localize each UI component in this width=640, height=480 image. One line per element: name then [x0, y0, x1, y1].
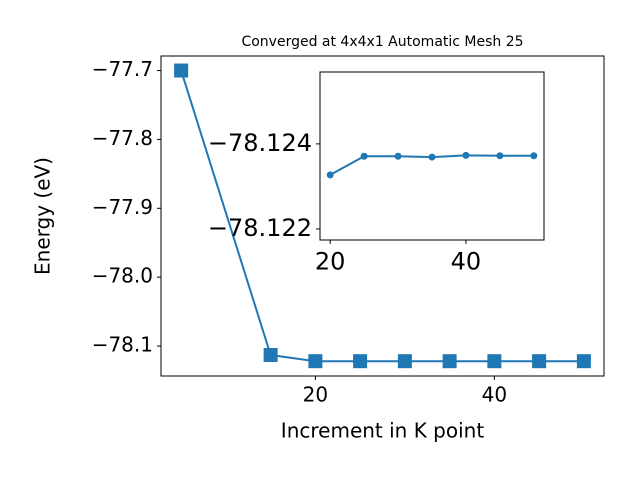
x-tick-label: 40: [451, 247, 482, 275]
x-tick-label: 20: [315, 247, 346, 275]
x-axis-label: Increment in K point: [281, 419, 485, 443]
marker: [428, 153, 436, 161]
y-tick-label: −77.9: [92, 195, 153, 219]
marker: [353, 354, 368, 369]
marker: [532, 354, 547, 369]
y-tick-label: −77.8: [92, 126, 153, 150]
marker: [530, 152, 538, 160]
y-tick-label: −78.124: [208, 129, 312, 157]
marker: [394, 152, 402, 160]
y-tick-label: −77.7: [92, 57, 153, 81]
marker: [487, 354, 502, 369]
chart-title: Converged at 4x4x1 Automatic Mesh 25: [241, 34, 523, 50]
x-tick-label: 20: [303, 383, 328, 407]
marker: [174, 63, 189, 78]
marker: [360, 152, 368, 160]
marker: [496, 152, 504, 160]
y-tick-label: −78.1: [92, 333, 153, 357]
marker: [462, 151, 470, 159]
y-axis-label: Energy (eV): [31, 157, 55, 275]
x-tick-label: 40: [482, 383, 507, 407]
marker: [442, 354, 457, 369]
marker: [326, 171, 334, 179]
y-tick-label: −78.122: [208, 214, 312, 242]
y-tick-label: −78.0: [92, 264, 153, 288]
marker: [308, 354, 323, 369]
marker: [576, 354, 591, 369]
marker: [397, 354, 412, 369]
marker: [263, 347, 278, 362]
